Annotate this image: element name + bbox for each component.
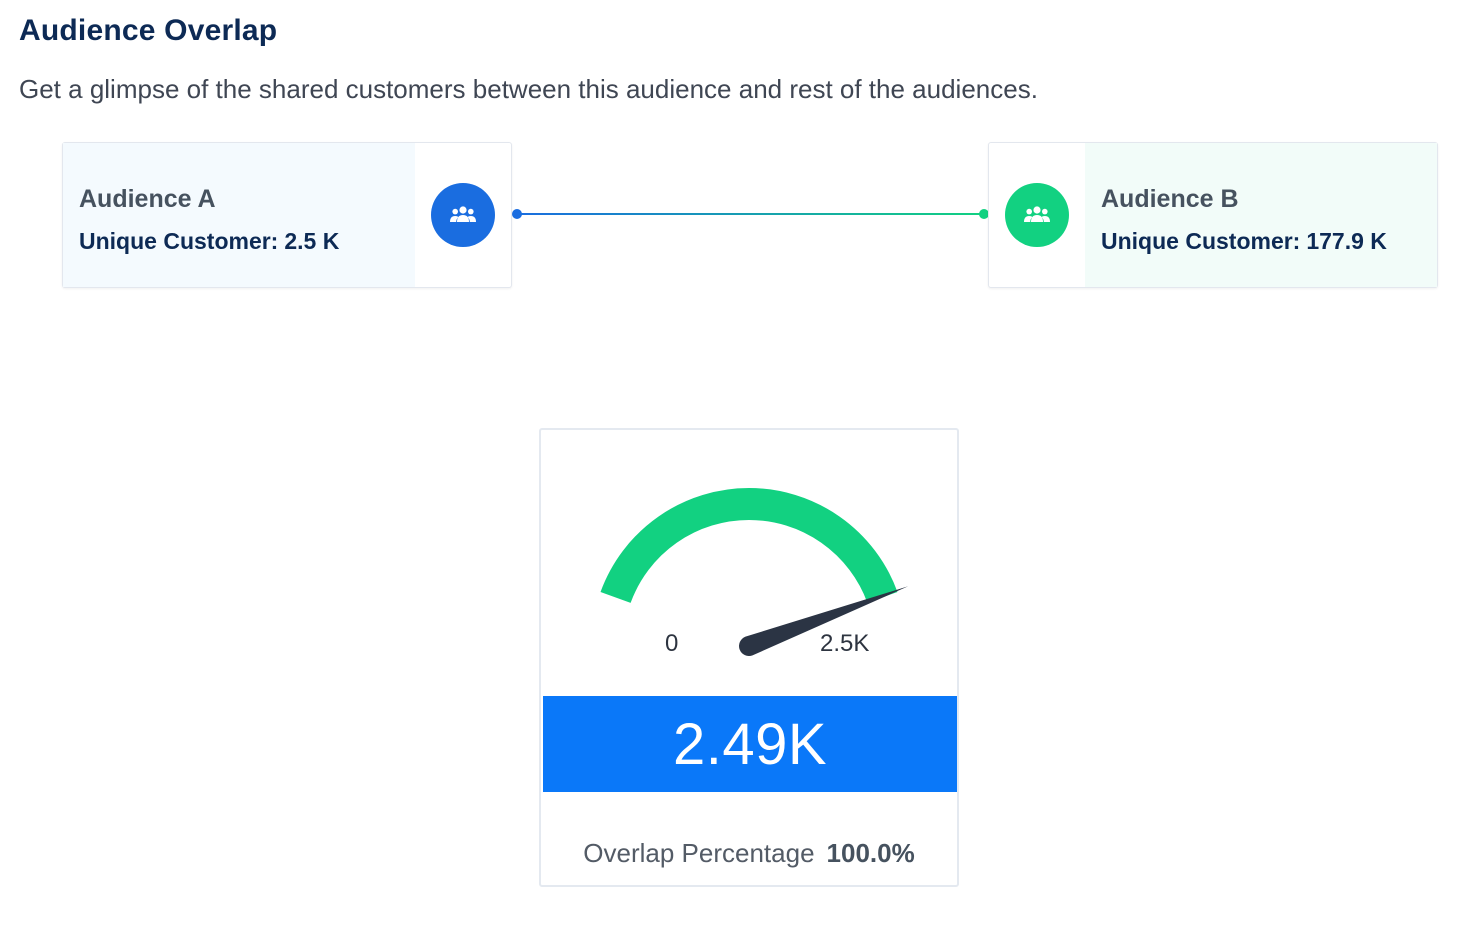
audience-b-name: Audience B <box>1101 185 1239 213</box>
audience-a-info: Audience A Unique Customer: 2.5 K <box>63 143 415 287</box>
audience-b-card[interactable]: Audience B Unique Customer: 177.9 K <box>988 142 1438 288</box>
overlap-gauge-card: 0 2.5K 2.49K Overlap Percentage 100.0% <box>539 428 959 887</box>
audience-a-name: Audience A <box>79 185 216 213</box>
audience-b-count-label: Unique Customer: <box>1101 228 1301 254</box>
audience-a-count-label: Unique Customer: <box>79 228 279 254</box>
page-title: Audience Overlap <box>19 14 278 47</box>
users-icon <box>1005 183 1069 247</box>
gauge-max-label: 2.5K <box>820 630 870 657</box>
audience-a-card[interactable]: Audience A Unique Customer: 2.5 K <box>62 142 512 288</box>
overlap-percentage: Overlap Percentage 100.0% <box>541 838 957 869</box>
overlap-gauge <box>600 488 909 656</box>
audience-b-count: Unique Customer: 177.9 K <box>1101 228 1387 255</box>
overlap-percentage-value: 100.0% <box>826 838 915 868</box>
connector-end-dot <box>979 209 989 219</box>
overlap-percentage-label: Overlap Percentage <box>583 838 815 868</box>
gauge-value-display: 2.49K <box>543 696 957 792</box>
audience-a-count-value: 2.5 K <box>284 228 340 254</box>
audience-b-info: Audience B Unique Customer: 177.9 K <box>1085 143 1437 287</box>
audience-b-count-value: 177.9 K <box>1306 228 1387 254</box>
users-icon <box>431 183 495 247</box>
audience-a-count: Unique Customer: 2.5 K <box>79 228 339 255</box>
gauge-arc <box>600 488 898 604</box>
page-subtitle: Get a glimpse of the shared customers be… <box>19 74 1038 104</box>
overlap-connector-line <box>516 213 984 215</box>
gauge-needle <box>739 586 909 656</box>
gauge-min-label: 0 <box>665 630 679 657</box>
